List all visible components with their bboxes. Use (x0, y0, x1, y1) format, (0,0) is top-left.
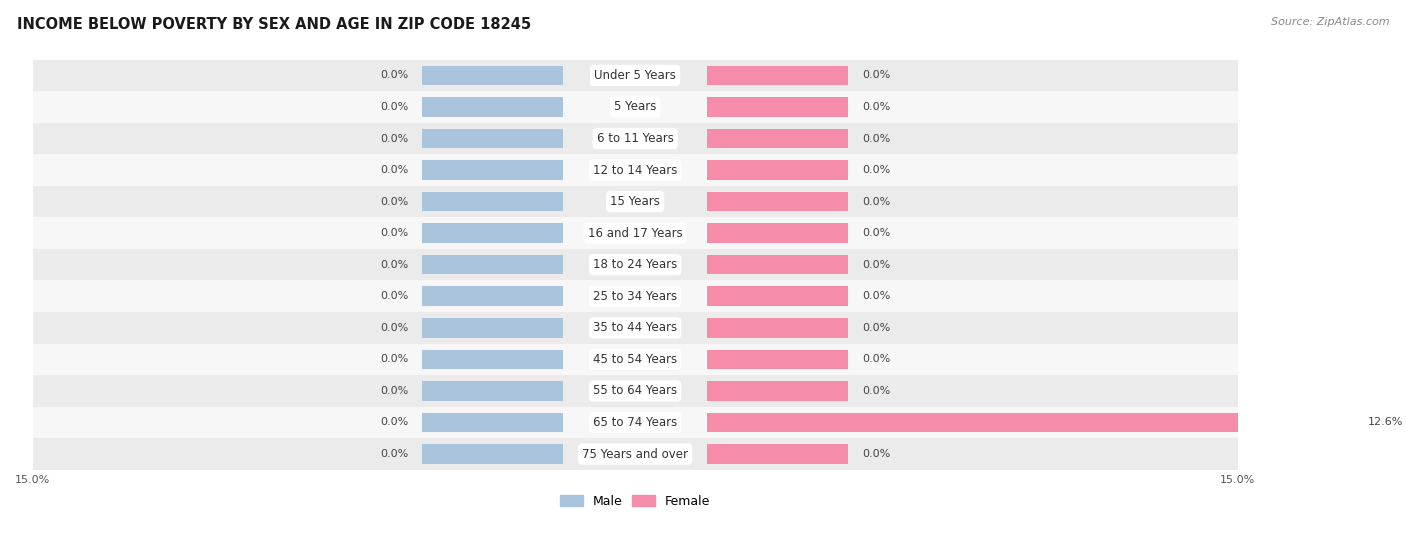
Bar (422, 129, 562, 148)
Bar (707, 192, 848, 211)
Text: 12 to 14 Years: 12 to 14 Years (593, 163, 678, 176)
Text: 35 to 44 Years: 35 to 44 Years (593, 321, 678, 334)
Bar (32, 91, 1237, 123)
Text: 0.0%: 0.0% (862, 386, 890, 396)
Text: 0.0%: 0.0% (862, 449, 890, 459)
Bar (707, 223, 848, 243)
Text: Source: ZipAtlas.com: Source: ZipAtlas.com (1271, 17, 1389, 27)
Bar (707, 444, 848, 464)
Text: 0.0%: 0.0% (862, 354, 890, 364)
Text: 0.0%: 0.0% (380, 165, 408, 175)
Text: INCOME BELOW POVERTY BY SEX AND AGE IN ZIP CODE 18245: INCOME BELOW POVERTY BY SEX AND AGE IN Z… (17, 17, 531, 32)
Text: 0.0%: 0.0% (380, 70, 408, 80)
Bar (422, 255, 562, 275)
Legend: Male, Female: Male, Female (555, 490, 716, 513)
Bar (707, 160, 848, 180)
Text: 25 to 34 Years: 25 to 34 Years (593, 290, 678, 303)
Text: 0.0%: 0.0% (380, 449, 408, 459)
Bar (32, 155, 1237, 186)
Text: 0.0%: 0.0% (862, 102, 890, 112)
Text: 16 and 17 Years: 16 and 17 Years (588, 227, 682, 240)
Bar (32, 60, 1237, 91)
Bar (707, 413, 1354, 432)
Text: 0.0%: 0.0% (862, 133, 890, 143)
Bar (422, 349, 562, 369)
Bar (32, 375, 1237, 407)
Text: 0.0%: 0.0% (380, 354, 408, 364)
Text: 0.0%: 0.0% (862, 323, 890, 333)
Bar (422, 223, 562, 243)
Text: 18 to 24 Years: 18 to 24 Years (593, 258, 678, 271)
Bar (32, 438, 1237, 470)
Bar (32, 123, 1237, 155)
Bar (422, 444, 562, 464)
Text: 0.0%: 0.0% (862, 70, 890, 80)
Bar (422, 381, 562, 401)
Bar (707, 255, 848, 275)
Bar (422, 286, 562, 306)
Bar (422, 97, 562, 117)
Text: 0.0%: 0.0% (380, 386, 408, 396)
Bar (32, 407, 1237, 438)
Bar (32, 344, 1237, 375)
Text: 0.0%: 0.0% (862, 291, 890, 301)
Bar (707, 286, 848, 306)
Bar (32, 186, 1237, 218)
Text: 0.0%: 0.0% (380, 417, 408, 427)
Text: 0.0%: 0.0% (380, 291, 408, 301)
Text: 6 to 11 Years: 6 to 11 Years (596, 132, 673, 145)
Bar (707, 66, 848, 85)
Text: 0.0%: 0.0% (862, 228, 890, 238)
Text: 75 Years and over: 75 Years and over (582, 448, 688, 460)
Bar (422, 160, 562, 180)
Text: 0.0%: 0.0% (380, 102, 408, 112)
Text: 0.0%: 0.0% (380, 133, 408, 143)
Text: 0.0%: 0.0% (380, 196, 408, 206)
Text: 0.0%: 0.0% (862, 259, 890, 270)
Bar (707, 129, 848, 148)
Bar (422, 318, 562, 338)
Text: 65 to 74 Years: 65 to 74 Years (593, 416, 678, 429)
Text: Under 5 Years: Under 5 Years (595, 69, 676, 82)
Bar (32, 281, 1237, 312)
Bar (707, 381, 848, 401)
Bar (32, 218, 1237, 249)
Bar (422, 192, 562, 211)
Text: 55 to 64 Years: 55 to 64 Years (593, 384, 678, 397)
Bar (32, 249, 1237, 281)
Bar (422, 413, 562, 432)
Text: 0.0%: 0.0% (380, 228, 408, 238)
Bar (422, 66, 562, 85)
Text: 0.0%: 0.0% (380, 323, 408, 333)
Text: 45 to 54 Years: 45 to 54 Years (593, 353, 678, 366)
Bar (707, 318, 848, 338)
Bar (32, 312, 1237, 344)
Text: 0.0%: 0.0% (862, 165, 890, 175)
Text: 0.0%: 0.0% (862, 196, 890, 206)
Bar (707, 97, 848, 117)
Text: 15 Years: 15 Years (610, 195, 659, 208)
Bar (707, 349, 848, 369)
Text: 5 Years: 5 Years (614, 100, 657, 113)
Text: 0.0%: 0.0% (380, 259, 408, 270)
Text: 12.6%: 12.6% (1368, 417, 1403, 427)
